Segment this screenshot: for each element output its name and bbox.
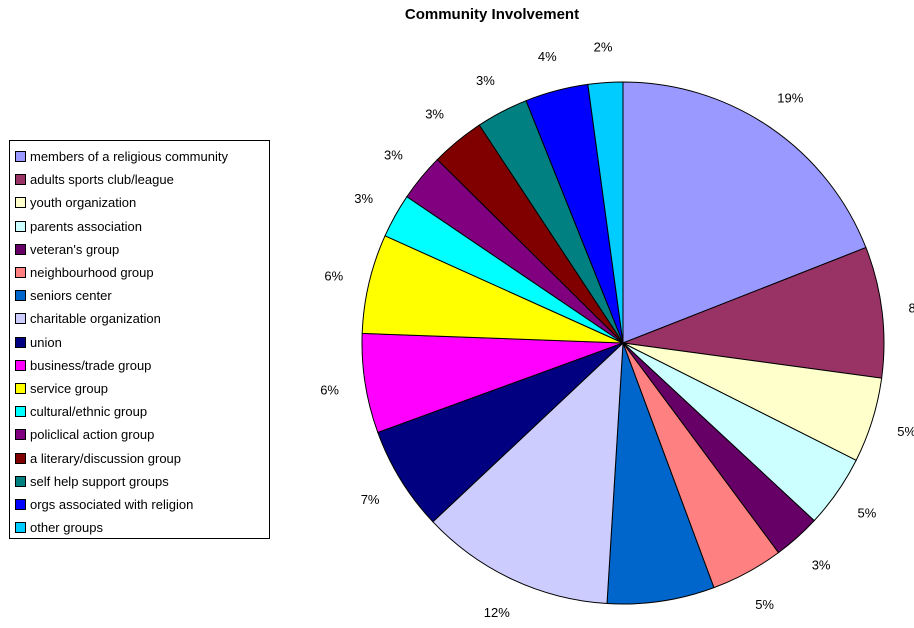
legend-label: business/trade group xyxy=(30,357,152,373)
legend-label: union xyxy=(30,334,62,350)
legend-swatch xyxy=(15,290,26,302)
slice-label-5: 3% xyxy=(812,557,831,572)
legend-swatch xyxy=(15,243,26,255)
legend-label: self help support groups xyxy=(30,473,169,489)
legend-label: youth organization xyxy=(30,195,137,211)
legend-item: seniors center xyxy=(10,284,269,307)
slice-label-17: 2% xyxy=(594,40,613,55)
legend-swatch xyxy=(15,151,26,163)
slice-label-3: 5% xyxy=(897,424,914,439)
legend-label: policlical action group xyxy=(30,427,155,443)
legend-item: adults sports club/league xyxy=(10,168,269,191)
slice-label-6: 5% xyxy=(755,597,774,612)
legend-label: seniors center xyxy=(30,288,112,304)
legend-label: charitable organization xyxy=(30,311,161,327)
legend-swatch xyxy=(15,267,26,279)
legend-item: youth organization xyxy=(10,191,269,214)
legend-swatch xyxy=(15,313,26,325)
legend-label: orgs associated with religion xyxy=(30,496,194,512)
legend-label: cultural/ethnic group xyxy=(30,404,148,420)
slice-label-8: 12% xyxy=(484,605,510,620)
pie-slice-1 xyxy=(622,81,867,344)
slice-label-16: 4% xyxy=(538,49,557,64)
slice-label-10: 6% xyxy=(320,382,339,397)
legend-label: a literary/discussion group xyxy=(30,450,182,466)
legend-label: members of a religious community xyxy=(30,149,228,165)
legend-swatch xyxy=(15,475,26,487)
chart-title: Community Involvement xyxy=(404,6,580,23)
legend-swatch xyxy=(15,522,26,534)
legend-label: parents association xyxy=(30,218,143,234)
legend-swatch xyxy=(15,336,26,348)
legend-item: business/trade group xyxy=(10,354,269,377)
legend-item: veteran's group xyxy=(10,238,269,261)
legend-label: veteran's group xyxy=(30,241,120,257)
legend-swatch xyxy=(15,174,26,186)
legend-label: neighbourhood group xyxy=(30,265,154,281)
legend-item: neighbourhood group xyxy=(10,261,269,284)
legend-swatch xyxy=(15,197,26,209)
slice-label-9: 7% xyxy=(361,492,380,507)
legend-item: policlical action group xyxy=(10,423,269,446)
slice-label-12: 3% xyxy=(354,191,373,206)
legend-item: union xyxy=(10,331,269,354)
pie-slice-17 xyxy=(587,81,624,344)
legend-label: service group xyxy=(30,380,109,396)
slice-label-1: 19% xyxy=(777,91,803,106)
legend-item: parents association xyxy=(10,215,269,238)
legend-swatch xyxy=(15,429,26,441)
legend-item: members of a religious community xyxy=(10,145,269,168)
legend-item: service group xyxy=(10,377,269,400)
slice-label-15: 3% xyxy=(476,73,495,88)
slice-label-11: 6% xyxy=(324,268,343,283)
legend-label: other groups xyxy=(30,520,103,536)
pie-slice-8 xyxy=(432,341,624,605)
slice-label-2: 8% xyxy=(909,301,914,316)
legend-item: other groups xyxy=(10,516,269,539)
legend-swatch xyxy=(15,382,26,394)
pie-slice-7 xyxy=(606,342,715,605)
legend-item: cultural/ethnic group xyxy=(10,400,269,423)
legend-item: self help support groups xyxy=(10,470,269,493)
legend-item: orgs associated with religion xyxy=(10,493,269,516)
legend: members of a religious community adults s… xyxy=(9,140,270,539)
slice-label-4: 5% xyxy=(858,506,877,521)
legend-swatch xyxy=(15,406,26,418)
pie-slice-2 xyxy=(621,246,885,379)
legend-item: charitable organization xyxy=(10,307,269,330)
legend-swatch xyxy=(15,220,26,232)
slice-label-13: 3% xyxy=(384,148,403,163)
legend-swatch xyxy=(15,498,26,510)
legend-swatch xyxy=(15,452,26,464)
legend-item: a literary/discussion group xyxy=(10,446,269,469)
legend-swatch xyxy=(15,359,26,371)
slice-label-14: 3% xyxy=(425,106,444,121)
legend-label: adults sports club/league xyxy=(30,172,174,188)
